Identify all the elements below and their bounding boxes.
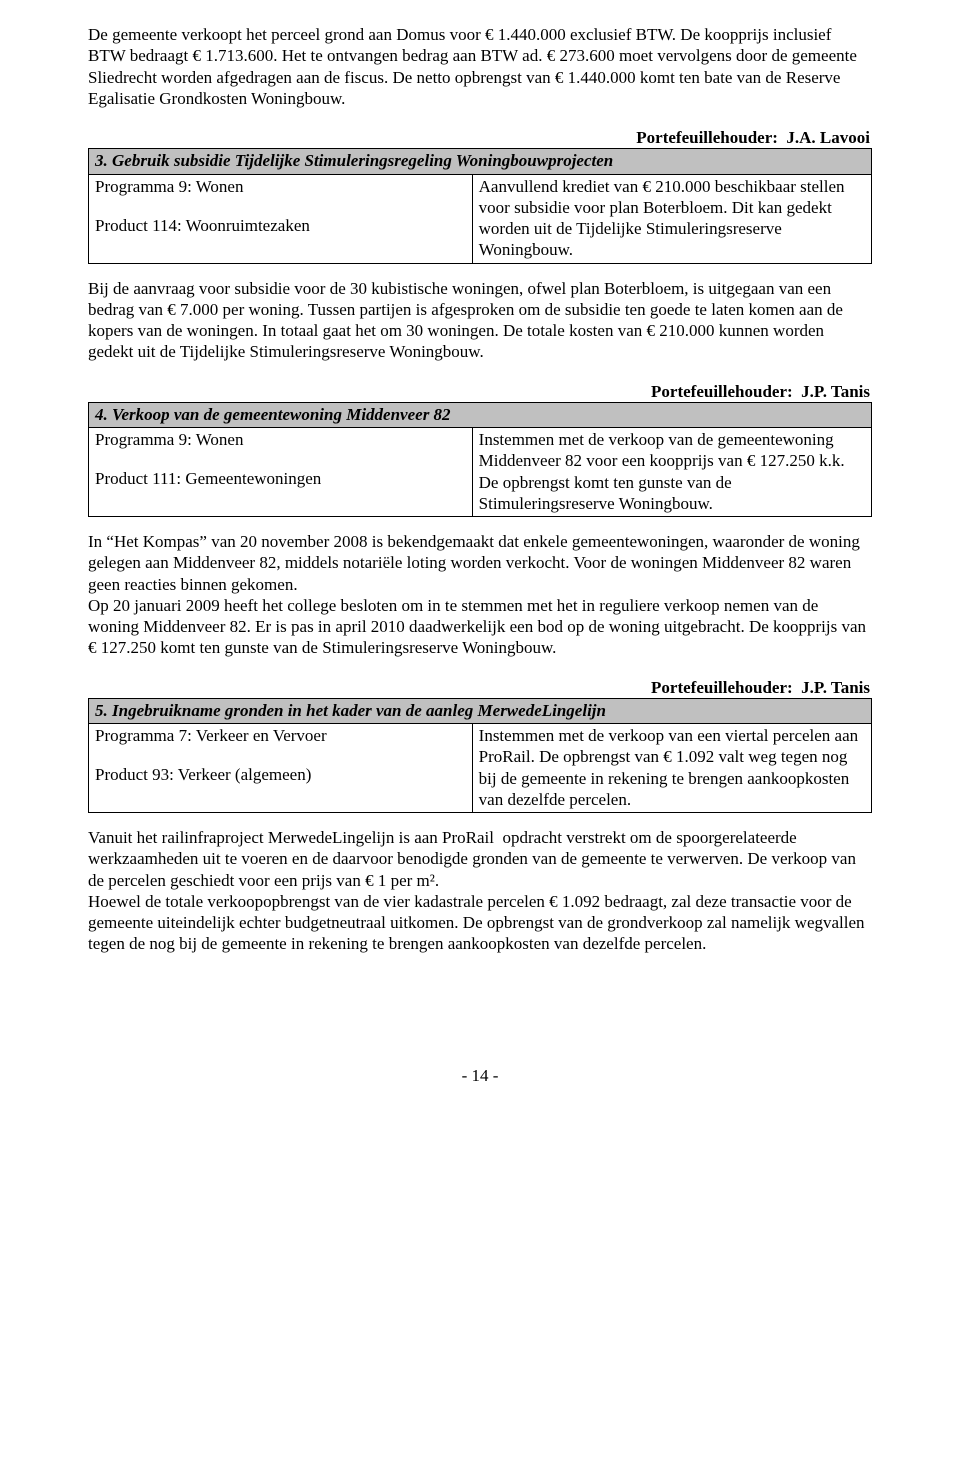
section-5-table: 5. Ingebruikname gronden in het kader va… <box>88 698 872 813</box>
section-3-product: Product 114: Woonruimtezaken <box>95 215 466 236</box>
portefeuille-5: Portefeuillehouder: J.P. Tanis <box>88 677 870 698</box>
section-4-programma: Programma 9: Wonen <box>95 429 466 450</box>
intro-paragraph: De gemeente verkoopt het perceel grond a… <box>88 24 872 109</box>
section-5-right: Instemmen met de verkoop van een viertal… <box>472 724 871 813</box>
section-4-body-2: Op 20 januari 2009 heeft het college bes… <box>88 595 872 659</box>
section-4-table: 4. Verkoop van de gemeentewoning Middenv… <box>88 402 872 517</box>
section-4-right: Instemmen met de verkoop van de gemeente… <box>472 428 871 517</box>
section-3-body: Bij de aanvraag voor subsidie voor de 30… <box>88 278 872 363</box>
section-5-body-1: Vanuit het railinfraproject MerwedeLinge… <box>88 827 872 891</box>
page-number: - 14 - <box>88 1065 872 1086</box>
section-5-product: Product 93: Verkeer (algemeen) <box>95 764 466 785</box>
section-4-body-1: In “Het Kompas” van 20 november 2008 is … <box>88 531 872 595</box>
section-3-programma: Programma 9: Wonen <box>95 176 466 197</box>
section-3-header: 3. Gebruik subsidie Tijdelijke Stimuleri… <box>89 149 872 174</box>
portefeuille-3: Portefeuillehouder: J.A. Lavooi <box>88 127 870 148</box>
section-3-right: Aanvullend krediet van € 210.000 beschik… <box>472 174 871 263</box>
section-5-header: 5. Ingebruikname gronden in het kader va… <box>89 698 872 723</box>
section-3-left: Programma 9: Wonen Product 114: Woonruim… <box>89 174 473 263</box>
section-4-left: Programma 9: Wonen Product 111: Gemeente… <box>89 428 473 517</box>
section-5-body-2: Hoewel de totale verkoopopbrengst van de… <box>88 891 872 955</box>
section-5-left: Programma 7: Verkeer en Vervoer Product … <box>89 724 473 813</box>
section-4-header: 4. Verkoop van de gemeentewoning Middenv… <box>89 402 872 427</box>
section-5-programma: Programma 7: Verkeer en Vervoer <box>95 725 466 746</box>
section-4-product: Product 111: Gemeentewoningen <box>95 468 466 489</box>
portefeuille-4: Portefeuillehouder: J.P. Tanis <box>88 381 870 402</box>
section-3-table: 3. Gebruik subsidie Tijdelijke Stimuleri… <box>88 148 872 263</box>
